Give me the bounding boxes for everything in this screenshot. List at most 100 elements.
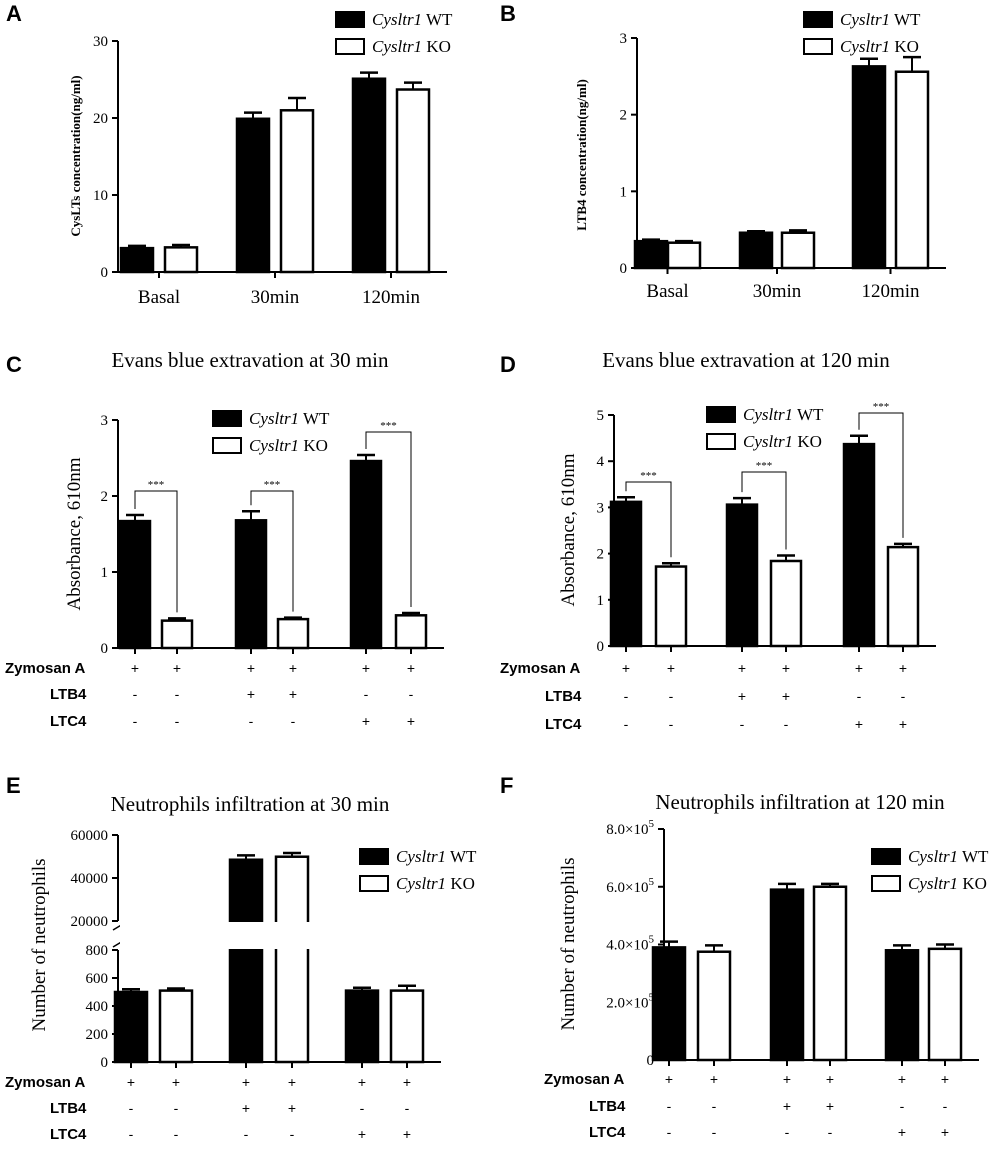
bar-wt [351, 77, 387, 274]
bar-ko [812, 885, 848, 1062]
condition-value: - [712, 1098, 717, 1114]
condition-value: - [901, 688, 906, 704]
condition-value: - [175, 713, 180, 729]
condition-value: + [358, 1074, 366, 1090]
legend-swatch [871, 848, 901, 865]
condition-value: - [291, 713, 296, 729]
bar-wt [725, 503, 759, 648]
legend-swatch [871, 875, 901, 892]
condition-value: + [782, 688, 790, 704]
bar-ko [389, 989, 425, 1064]
condition-value: + [899, 660, 907, 676]
legend-label: Cysltr1 WT [372, 10, 453, 29]
condition-value: + [899, 716, 907, 732]
significance-label: *** [380, 420, 397, 432]
bar-wt [118, 519, 152, 650]
y-tick-label: 40000 [71, 871, 109, 887]
condition-value: - [174, 1100, 179, 1116]
condition-value: - [785, 1124, 790, 1140]
legend-swatch [803, 11, 833, 28]
chart-title: Neutrophils infiltration at 30 min [111, 792, 390, 816]
condition-value: + [941, 1124, 949, 1140]
bar-wt [769, 888, 805, 1062]
condition-label: LTB4 [545, 688, 582, 705]
chart-title: Evans blue extravation at 30 min [111, 348, 389, 372]
significance-label: *** [640, 470, 657, 482]
y-tick-label: 3 [101, 413, 109, 429]
legend-label: Cysltr1 WT [743, 405, 824, 424]
bar-wt [113, 990, 149, 1064]
condition-value: + [242, 1100, 250, 1116]
y-tick-label: 0 [620, 261, 628, 277]
condition-value: + [738, 660, 746, 676]
condition-value: + [289, 660, 297, 676]
condition-value: + [289, 686, 297, 702]
condition-value: + [288, 1074, 296, 1090]
condition-value: - [828, 1124, 833, 1140]
significance-bracket [625, 481, 672, 558]
legend-label: Cysltr1 KO [372, 37, 451, 56]
condition-label: LTB4 [50, 686, 87, 703]
condition-value: + [783, 1098, 791, 1114]
condition-value: - [624, 716, 629, 732]
y-tick-label: 0 [101, 265, 109, 281]
condition-label: Zymosan A [5, 1074, 85, 1091]
y-tick-label: 20 [93, 111, 108, 127]
y-tick-label: 6.0×105 [606, 876, 654, 896]
condition-value: - [409, 686, 414, 702]
legend-label: Cysltr1 KO [908, 874, 987, 893]
significance-bracket [365, 431, 412, 608]
condition-value: + [247, 660, 255, 676]
condition-value: + [898, 1071, 906, 1087]
bar-wt [235, 117, 271, 274]
condition-value: - [133, 713, 138, 729]
condition-value: + [407, 713, 415, 729]
bar-ko [279, 109, 315, 274]
condition-value: - [669, 688, 674, 704]
bar-ko [654, 565, 688, 648]
condition-value: - [740, 716, 745, 732]
panel-label: A [6, 1, 22, 26]
significance-label: *** [148, 479, 165, 491]
condition-value: + [172, 1074, 180, 1090]
axis-break-gap [120, 922, 443, 949]
y-tick-label: 8.0×105 [606, 818, 654, 838]
legend-swatch [212, 437, 242, 454]
panel-label: E [6, 773, 21, 798]
bar-wt [609, 500, 643, 648]
condition-label: Zymosan A [500, 660, 580, 677]
legend-label: Cysltr1 WT [840, 10, 921, 29]
bar-ko [274, 855, 310, 1064]
legend-swatch [335, 11, 365, 28]
legend-label: Cysltr1 WT [908, 847, 989, 866]
significance-bracket [858, 412, 904, 538]
condition-value: - [857, 688, 862, 704]
y-axis-label: Number of neutrophils [29, 858, 50, 1031]
condition-value: + [242, 1074, 250, 1090]
significance-label: *** [873, 401, 890, 413]
y-tick-label: 0 [101, 641, 109, 657]
condition-value: + [738, 688, 746, 704]
bar-ko [158, 989, 194, 1064]
chart-title: Evans blue extravation at 120 min [602, 348, 890, 372]
x-tick-label: 120min [362, 287, 421, 308]
condition-value: + [403, 1074, 411, 1090]
legend-label: Cysltr1 WT [249, 409, 330, 428]
bar-ko [886, 545, 920, 648]
condition-value: - [174, 1126, 179, 1142]
condition-value: + [710, 1071, 718, 1087]
condition-value: - [175, 686, 180, 702]
y-tick-label: 30 [93, 34, 108, 50]
condition-value: + [667, 660, 675, 676]
y-tick-label: 0 [101, 1055, 109, 1071]
y-axis-label: Absorbance, 610nm [64, 457, 85, 610]
bar-wt [633, 239, 669, 270]
condition-label: LTC4 [545, 716, 582, 733]
condition-label: LTB4 [50, 1100, 87, 1117]
condition-value: - [784, 716, 789, 732]
condition-value: + [288, 1100, 296, 1116]
condition-value: + [855, 660, 863, 676]
condition-value: - [667, 1124, 672, 1140]
condition-value: - [667, 1098, 672, 1114]
